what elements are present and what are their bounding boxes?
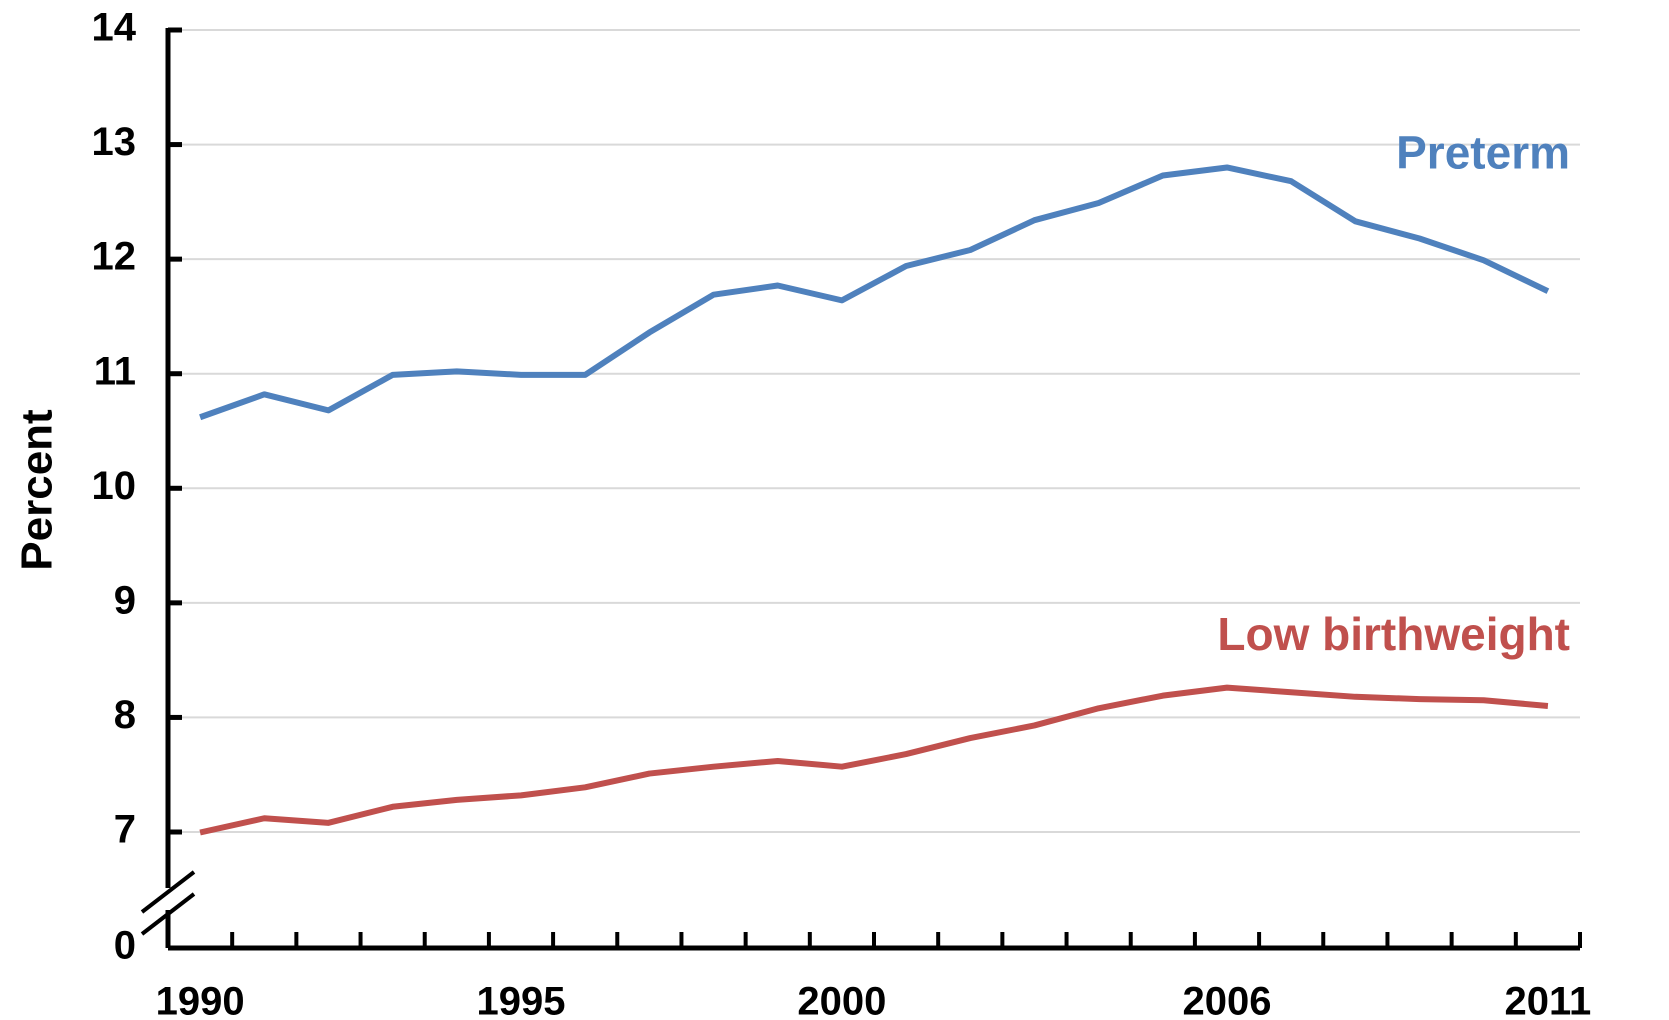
series-line <box>199 684 1549 836</box>
x-tick-label: 2006 <box>1183 980 1272 1020</box>
y-axis-label: Percent <box>13 409 62 571</box>
x-tick-label: 1990 <box>156 980 245 1020</box>
axis-break <box>140 870 196 914</box>
x-tick-label: 2011 <box>1505 980 1592 1020</box>
series-label: Preterm <box>1396 126 1570 178</box>
series-label: Low birthweight <box>1217 608 1570 660</box>
y-tick-label: 11 <box>94 349 136 393</box>
x-tick-label: 2000 <box>797 980 886 1020</box>
y-tick-label: 0 <box>114 924 136 968</box>
y-tick-label: 10 <box>92 464 137 508</box>
x-tick-label: 1995 <box>477 980 566 1020</box>
y-tick-label: 13 <box>92 120 137 164</box>
y-tick-label: 14 <box>92 6 137 50</box>
series-line <box>199 164 1550 421</box>
y-tick-label: 12 <box>92 235 137 279</box>
axis-break <box>140 892 196 936</box>
y-tick-label: 9 <box>114 578 136 622</box>
y-tick-label: 7 <box>114 808 136 852</box>
y-tick-label: 8 <box>114 693 136 737</box>
